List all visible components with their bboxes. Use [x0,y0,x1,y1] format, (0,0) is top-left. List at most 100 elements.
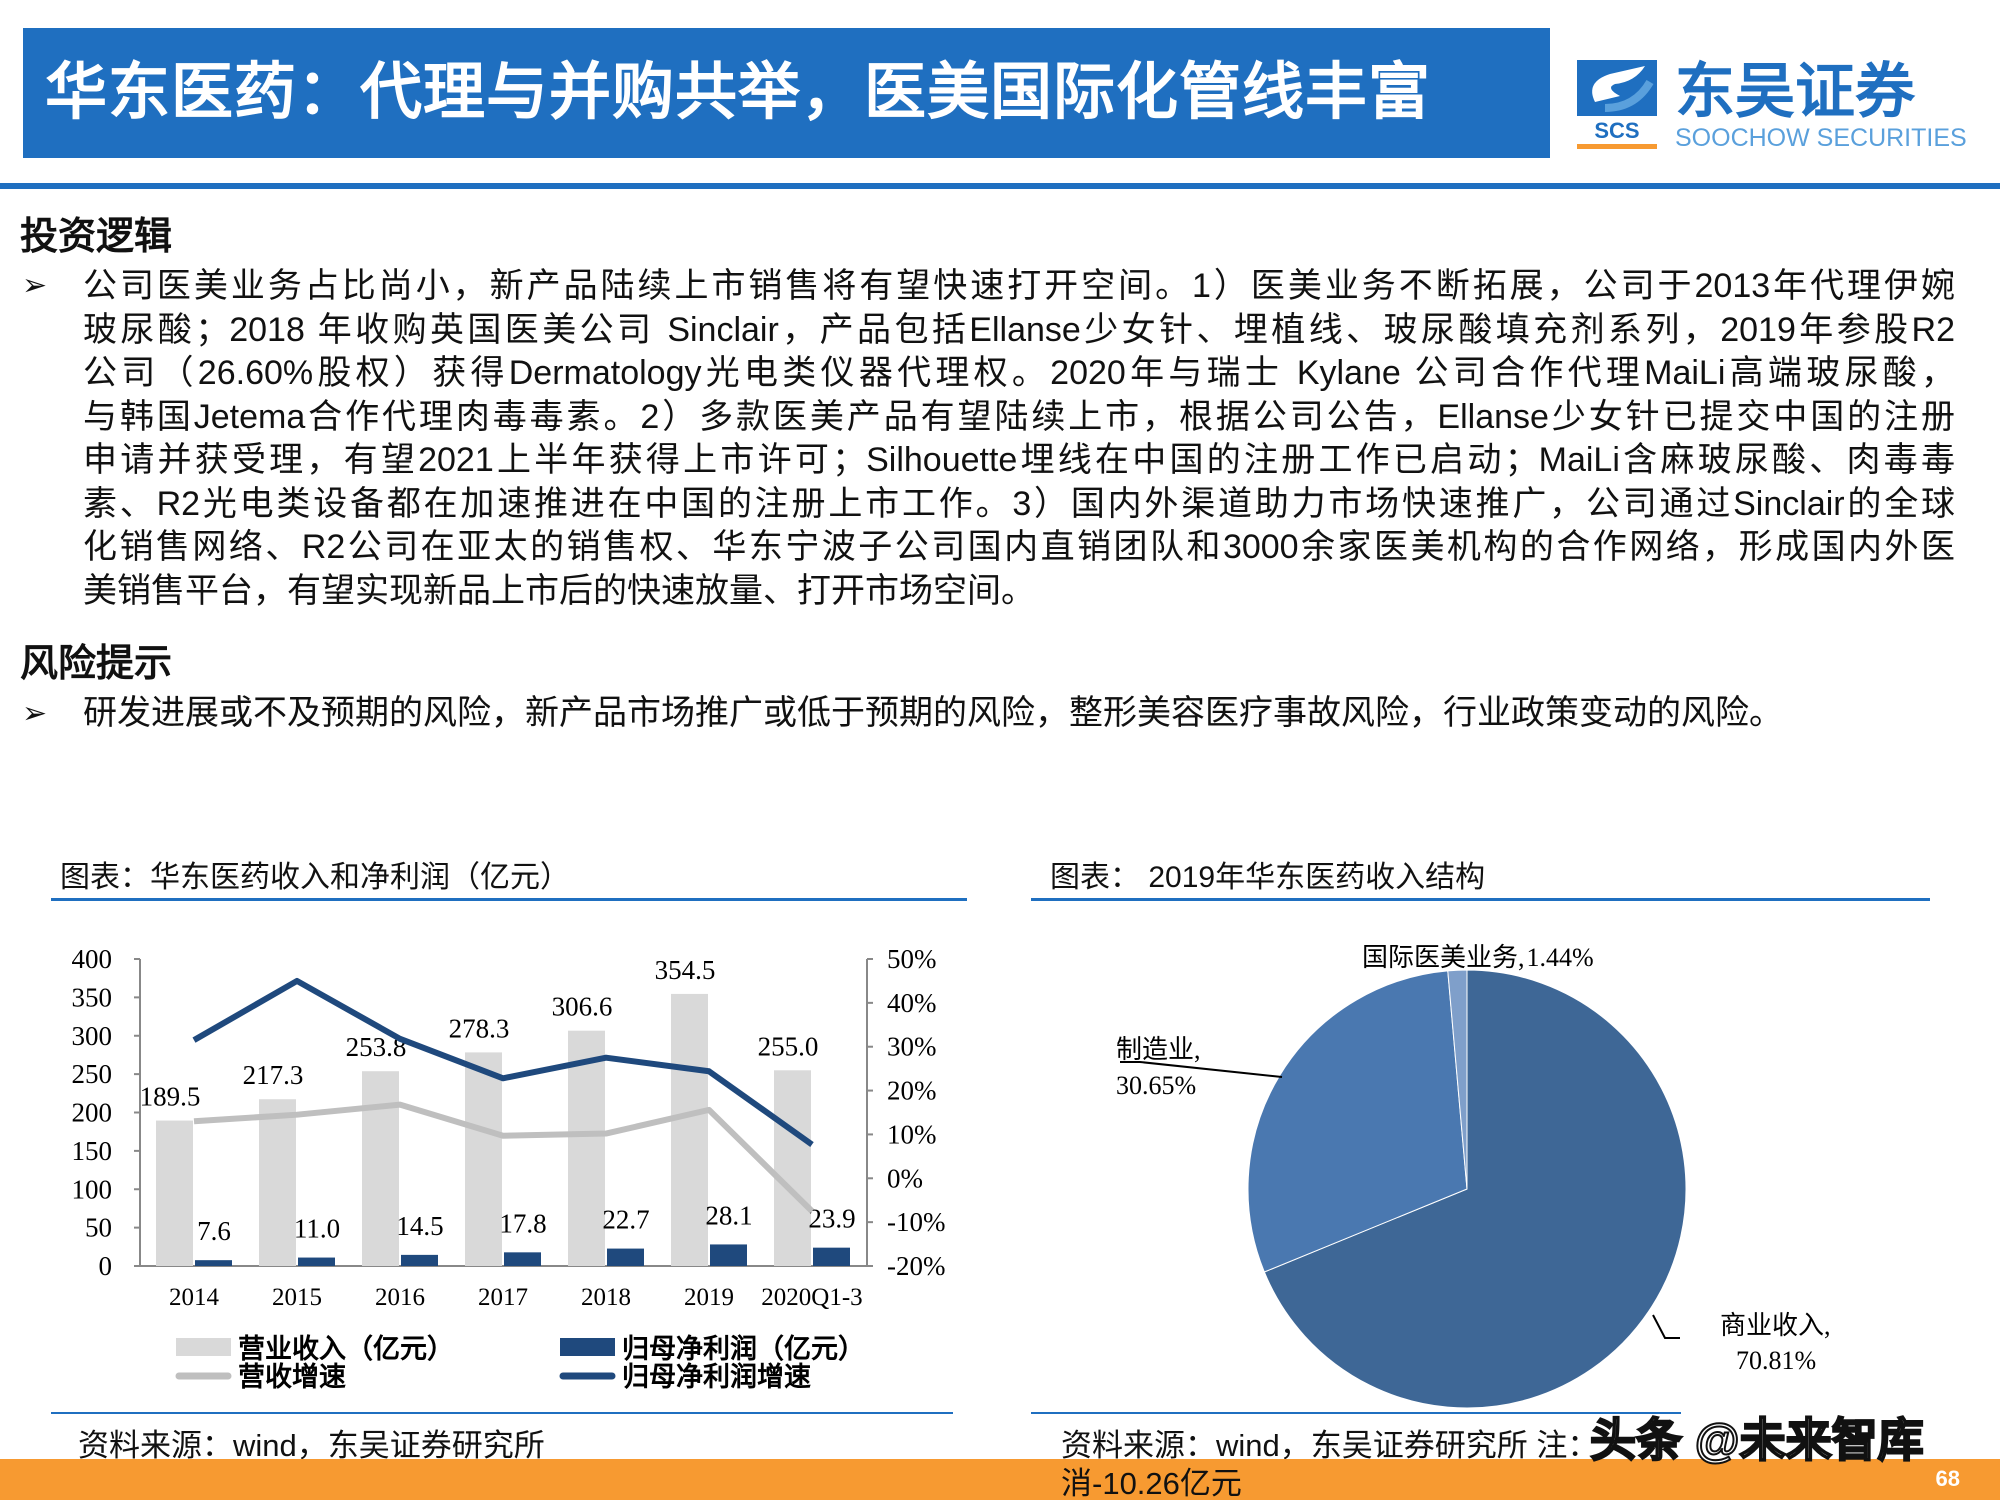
x-tick-label: 2015 [272,1284,322,1311]
chart-title-rule [1031,898,1930,901]
x-tick-label: 2019 [684,1284,734,1311]
revenue-data-label: 306.6 [552,992,613,1022]
source-right-continued: 消-10.26亿元 [1061,1466,1242,1501]
leader-line [1652,1314,1680,1339]
revenue-data-label: 189.5 [140,1082,201,1112]
watermark: 头条 @未来智库 [1589,1413,1925,1467]
profit-data-label: 23.9 [808,1204,855,1234]
pie-label-name: 商业收入 [1720,1311,1824,1340]
y-right-tick-label: 40% [887,988,937,1018]
arrow-bullet-icon: ➢ [22,697,48,730]
page-number: 68 [1935,1466,1960,1491]
profit-growth-line [192,977,814,1147]
y-right-tick-label: -10% [887,1207,945,1237]
x-tick-label: 2020Q1-3 [761,1284,862,1311]
revenue-bar [568,1030,605,1266]
y-right-tick-label: 30% [887,1032,937,1062]
pie-label-name: 国际医美业务 [1362,943,1518,972]
source-rule [1031,1412,1681,1414]
profit-bar [710,1244,747,1266]
profit-bar [504,1252,541,1266]
logo-en: SOOCHOW SECURITIES [1675,124,1967,152]
source-rule [51,1412,953,1414]
section-heading-risk: 风险提示 [20,643,173,685]
y-left-tick-label: 50 [85,1213,112,1243]
pie-label: 国际医美业务, [1362,943,1525,972]
pie-slice [1447,969,1468,1190]
y-right-tick-label: 0% [887,1163,923,1193]
revenue-bar [465,1052,502,1266]
profit-bar [813,1247,850,1266]
logo-mark: SCS [1594,118,1639,143]
section-heading-investment: 投资逻辑 [20,216,173,258]
legend-label: 营收增速 [238,1361,346,1392]
profit-data-label: 7.6 [197,1216,231,1246]
paragraph-line: 公司医美业务占比尚小，新产品陆续上市销售将有望快速打开空间。1）医美业务不断拓展… [83,267,1955,305]
revenue-bar [259,1099,296,1266]
revenue-bar [671,993,708,1266]
paragraph-line: 申请并获受理，有望2021上半年获得上市许可；Silhouette埋线在中国的注… [83,441,1955,479]
revenue-data-label: 255.0 [758,1031,819,1061]
legend-swatch [560,1338,615,1356]
y-left-tick-label: 150 [72,1136,113,1166]
revenue-data-label: 278.3 [449,1013,510,1043]
x-tick-label: 2016 [375,1284,425,1311]
revenue-growth-line [193,1101,815,1214]
pie-label-value: 70.81% [1736,1346,1816,1375]
y-right-tick-label: 10% [887,1119,937,1149]
profit-data-label: 28.1 [705,1200,752,1230]
y-right-tick-label: -20% [887,1251,945,1281]
pie-label: 商业收入, [1720,1311,1831,1340]
pie-label-value: 30.65% [1116,1071,1196,1100]
y-right-tick-label: 50% [887,944,937,974]
source-right: 资料来源：wind，东吴证券研究所 注： [1061,1428,1599,1463]
arrow-bullet-icon: ➢ [22,269,48,302]
pie-chart-title: 图表： 2019年华东医药收入结构 [1050,861,1486,894]
revenue-data-label: 217.3 [243,1060,304,1090]
y-left-tick-label: 250 [72,1059,113,1089]
logo-cn: 东吴证券 [1675,58,1916,125]
pie-slice [1247,970,1468,1273]
profit-bar [401,1254,438,1266]
revenue-bar [156,1120,193,1266]
pie-label: 制造业, [1116,1035,1201,1064]
page-title: 华东医药：代理与并购共举，医美国际化管线丰富 [23,28,1550,158]
x-tick-label: 2018 [581,1284,631,1311]
brand-logo: SCS 东吴证券 SOOCHOW SECURITIES [1575,52,1975,152]
paragraph-line: 公司（26.60%股权）获得Dermatology光电类仪器代理权。2020年与… [83,354,1955,392]
bar-chart-title: 图表：华东医药收入和净利润（亿元） [60,861,570,894]
paragraph-line: 玻尿酸；2018 年收购英国医美公司 Sinclair，产品包括Ellanse少… [83,310,1955,349]
legend-label: 归母净利润增速 [622,1361,811,1392]
pie-label-sep: , [1518,943,1525,972]
chart-title-rule [51,898,967,901]
risk-text: 研发进展或不及预期的风险，新产品市场推广或低于预期的风险，整形美容医疗事故风险，… [83,694,1783,732]
x-tick-label: 2017 [478,1284,528,1311]
revenue-bar [774,1070,811,1266]
pie-label-value: 1.44% [1527,943,1594,972]
y-right-tick-label: 20% [887,1076,937,1106]
pie-slice [1263,969,1687,1409]
pie-label-sep: , [1194,1035,1201,1064]
profit-data-label: 17.8 [499,1208,546,1238]
paragraph-line: 美销售平台，有望实现新品上市后的快速放量、打开市场空间。 [83,571,1035,610]
profit-data-label: 22.7 [602,1205,649,1235]
revenue-bar [362,1071,399,1266]
source-left: 资料来源：wind，东吴证券研究所 [78,1428,545,1463]
x-tick-label: 2014 [169,1284,220,1311]
y-left-tick-label: 350 [72,982,113,1012]
legend-label: 归母净利润（亿元） [622,1333,865,1364]
paragraph-line: 素、R2光电类设备都在加速推进在中国的注册上市工作。3）国内外渠道助力市场快速推… [83,484,1955,523]
profit-bar [298,1257,335,1266]
profit-data-label: 11.0 [294,1214,340,1244]
pie-label-sep: , [1824,1311,1831,1340]
y-left-tick-label: 100 [72,1174,113,1204]
profit-bar [607,1248,644,1266]
header-divider [0,183,2000,189]
legend-label: 营业收入（亿元） [238,1334,454,1364]
profit-bar [195,1260,232,1266]
y-left-tick-label: 200 [72,1098,113,1128]
y-left-tick-label: 400 [72,944,113,974]
paragraph-line: 与韩国Jetema合作代理肉毒毒素。2）多款医美产品有望陆续上市，根据公司公告，… [83,397,1955,436]
profit-data-label: 14.5 [396,1211,443,1241]
